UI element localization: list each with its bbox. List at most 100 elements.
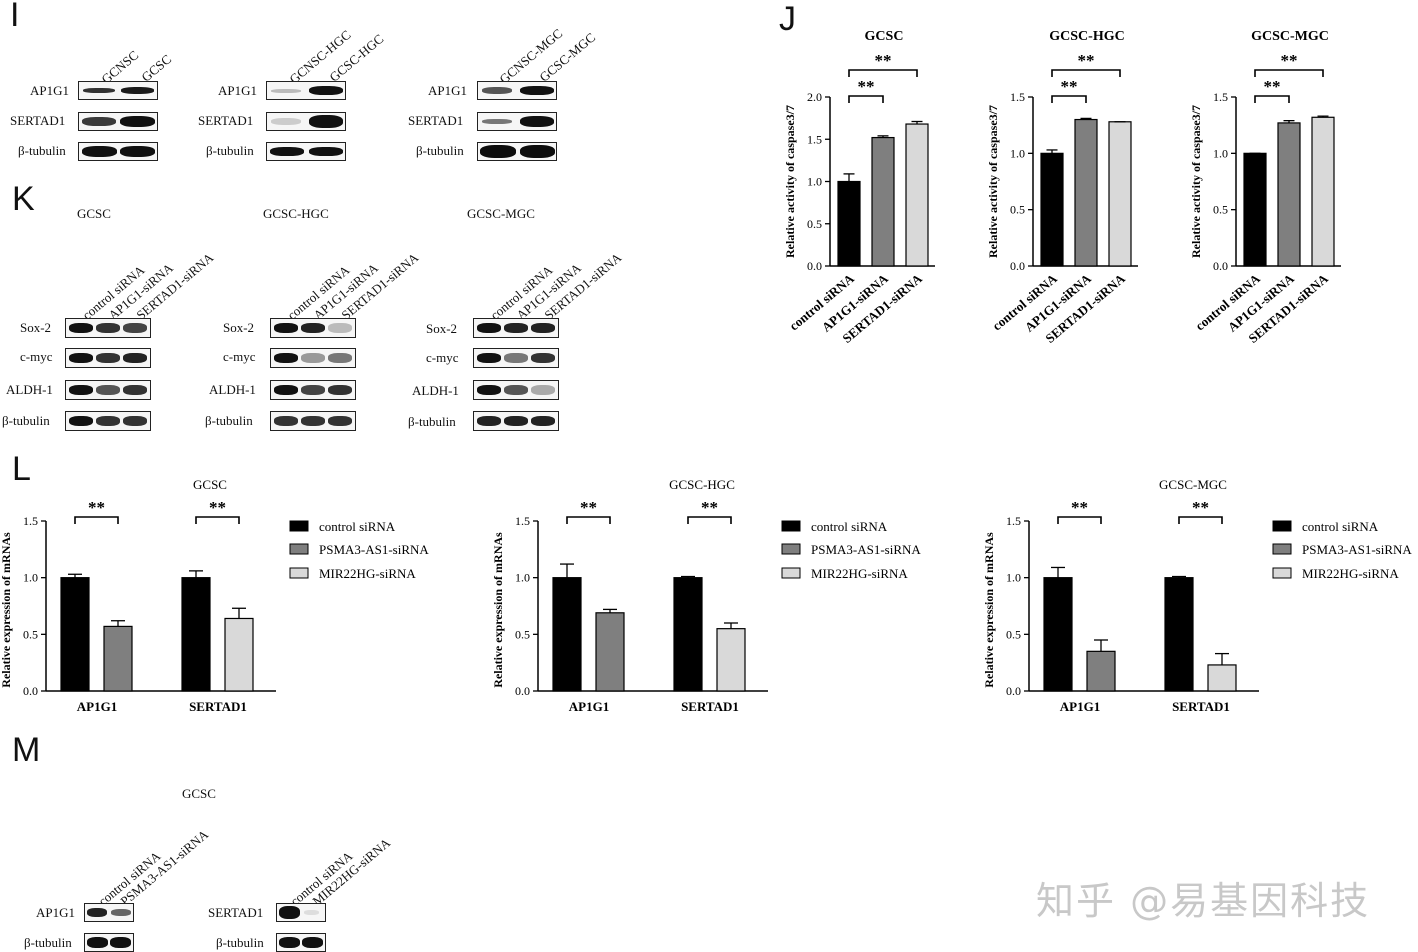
blot-band: [301, 353, 325, 363]
legend-swatch: [1272, 543, 1292, 555]
y-tick-label: 0.5: [1006, 627, 1021, 641]
y-tick-label: 1.5: [1010, 90, 1025, 104]
row-label: SERTAD1: [408, 113, 464, 128]
row-label: β-tubulin: [205, 413, 253, 428]
bar: [1207, 664, 1237, 692]
legend-swatch: [289, 567, 309, 579]
y-tick-label: 1.0: [515, 571, 530, 585]
y-tick-label: 2.0: [807, 90, 822, 104]
significance-label: **: [1078, 51, 1095, 70]
y-tick-label: 0.0: [23, 684, 38, 698]
row-label: SERTAD1: [10, 113, 66, 128]
blot-band: [96, 416, 120, 426]
bar: [1164, 577, 1194, 692]
blot-strip: [276, 903, 326, 922]
significance-bracket: [848, 95, 884, 103]
blot-band: [328, 385, 352, 395]
blot-strip: [270, 318, 356, 338]
blot-strip: [477, 81, 557, 100]
x-tick-label: SERTAD1: [1172, 699, 1230, 714]
blot-strip: [270, 380, 356, 400]
bar: [716, 628, 746, 692]
significance-label: **: [858, 77, 875, 96]
blot-band: [531, 323, 555, 333]
bar: [837, 180, 861, 267]
bar: [1243, 152, 1267, 267]
legend-swatch: [781, 567, 801, 579]
bar: [1311, 116, 1335, 267]
y-tick-label: 0.0: [1010, 259, 1025, 273]
legend-label: control siRNA: [319, 519, 396, 534]
blot-strip: [266, 112, 346, 131]
row-label: c-myc: [20, 349, 53, 364]
significance-bracket: [1254, 69, 1324, 77]
y-tick-label: 1.0: [807, 175, 822, 189]
chart-title: GCSC-MGC: [1159, 477, 1227, 492]
blot-strip: [477, 112, 557, 131]
y-axis-label: Relative activity of caspase3/7: [783, 105, 797, 258]
bar: [1040, 152, 1064, 267]
y-tick-label: 0.5: [515, 627, 530, 641]
row-label: c-myc: [426, 350, 459, 365]
row-label: β-tubulin: [24, 935, 72, 950]
blot-band: [301, 323, 325, 333]
blot-band: [328, 353, 352, 363]
row-label: Sox-2: [426, 321, 458, 336]
blot-band: [274, 416, 298, 426]
legend-swatch: [289, 543, 309, 555]
row-label: Sox-2: [223, 320, 255, 335]
blot-strip: [78, 81, 158, 100]
bar: [224, 617, 254, 692]
blot-strip: [477, 142, 557, 161]
significance-label: **: [1281, 51, 1298, 70]
blot-band: [477, 416, 501, 426]
y-axis-label: Relative activity of caspase3/7: [986, 105, 1000, 258]
chart-title: GCSC-HGC: [669, 477, 735, 492]
blot-band: [123, 323, 147, 333]
row-label: ALDH-1: [6, 382, 53, 397]
bar: [595, 612, 625, 692]
row-label: ALDH-1: [209, 382, 256, 397]
chart-title: GCSC: [865, 29, 904, 44]
bar: [1277, 122, 1301, 267]
x-tick-label: AP1G1: [1060, 699, 1100, 714]
legend-swatch: [781, 520, 801, 532]
significance-bracket: [848, 69, 918, 77]
significance-label: **: [88, 498, 105, 517]
legend-swatch: [1272, 520, 1292, 532]
significance-bracket: [1051, 69, 1121, 77]
row-label: c-myc: [223, 349, 256, 364]
chart-title: GCSC: [193, 477, 227, 492]
blot-band: [504, 323, 528, 333]
bar: [103, 625, 133, 692]
blot-strip: [473, 318, 559, 338]
y-tick-label: 1.5: [515, 514, 530, 528]
y-tick-label: 1.0: [1213, 146, 1228, 160]
blot-band: [301, 385, 325, 395]
x-tick-label: SERTAD1: [681, 699, 739, 714]
blot-band: [123, 385, 147, 395]
blot-band: [123, 416, 147, 426]
blot-strip: [78, 142, 158, 161]
blot-strip: [270, 411, 356, 431]
bar: [1108, 121, 1132, 267]
bar: [60, 577, 90, 692]
y-axis-label: Relative expression of mRNAs: [491, 532, 505, 688]
significance-label: **: [1264, 77, 1281, 96]
blot-band: [96, 323, 120, 333]
significance-label: **: [580, 498, 597, 517]
blot-band: [274, 385, 298, 395]
blot-strip: [473, 411, 559, 431]
legend-label: control siRNA: [1302, 519, 1379, 534]
significance-bracket: [74, 516, 119, 524]
row-label: AP1G1: [30, 83, 70, 98]
blot-strip: [78, 112, 158, 131]
y-tick-label: 1.0: [1010, 146, 1025, 160]
y-tick-label: 0.5: [807, 217, 822, 231]
bar: [1086, 650, 1116, 692]
group-title: GCSC: [182, 786, 216, 801]
significance-label: **: [1071, 498, 1088, 517]
y-tick-label: 0.0: [1213, 259, 1228, 273]
blot-strip: [266, 142, 346, 161]
bar: [1043, 577, 1073, 692]
